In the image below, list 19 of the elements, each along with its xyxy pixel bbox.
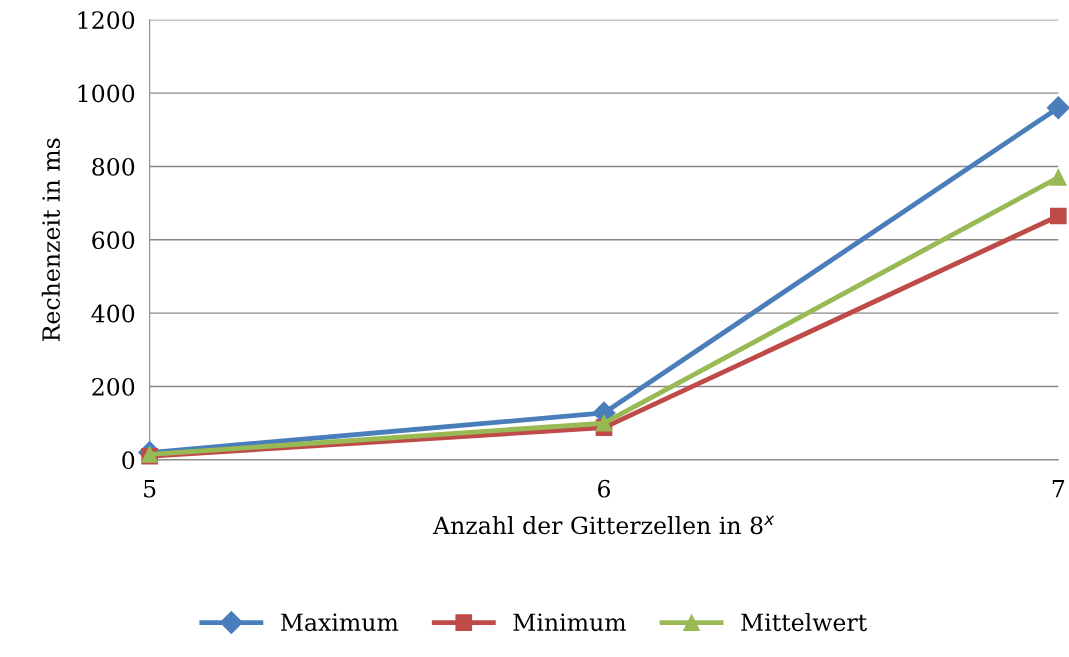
point: [1049, 207, 1067, 225]
point: [1049, 169, 1067, 186]
legend-label: Maximum: [280, 613, 399, 632]
y-tick-label: 0: [122, 451, 135, 470]
point: [595, 414, 613, 432]
x-tick-label: 7: [1052, 480, 1065, 498]
y-axis-title: Rechenzeit in ms: [41, 138, 60, 342]
legend-label: Mittelwert: [741, 612, 867, 632]
y-tick-label: 400: [91, 304, 135, 323]
legend-label: Minimum: [513, 613, 627, 632]
x-tick-label: 5: [144, 480, 156, 498]
y-tick-label: 800: [92, 157, 135, 176]
y-tick-label: 600: [92, 231, 135, 250]
point: [1046, 96, 1069, 120]
y-tick-label: 1200: [78, 11, 135, 30]
x-axis-title: Anzahl der Gitterzellen in 8$^{x}$: [432, 515, 775, 535]
y-tick-label: 200: [92, 377, 135, 396]
y-tick-label: 1000: [78, 84, 135, 103]
x-tick-label: 6: [598, 479, 611, 498]
